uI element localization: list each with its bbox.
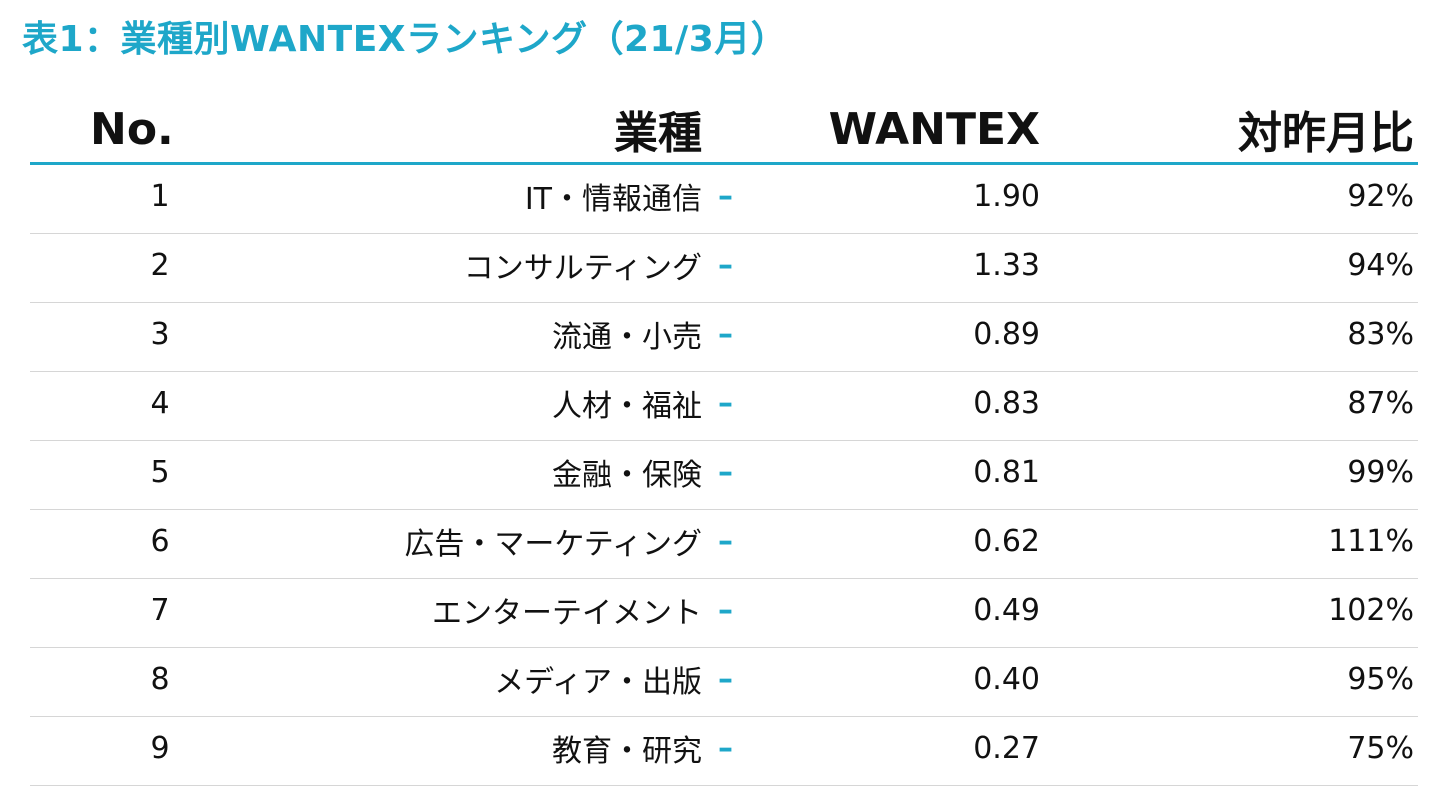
row-wantex: 0.27 — [973, 730, 1040, 766]
row-marker: – — [718, 247, 733, 283]
row-wantex: 0.40 — [973, 661, 1040, 697]
row-mom: 95% — [1347, 661, 1414, 697]
row-mom: 75% — [1347, 730, 1414, 766]
row-marker: – — [718, 454, 733, 490]
table-row: 7 エンターテイメント – 0.49 102% — [30, 579, 1418, 648]
row-industry: コンサルティング — [463, 251, 702, 286]
row-industry: 教育・研究 — [552, 734, 702, 769]
row-industry: 広告・マーケティング — [404, 527, 702, 562]
row-no: 5 — [150, 454, 170, 490]
table-row: 3 流通・小売 – 0.89 83% — [30, 303, 1418, 372]
row-marker: – — [718, 730, 733, 766]
row-marker: – — [718, 385, 733, 421]
header-mom: 対昨月比 — [1238, 108, 1414, 159]
row-mom: 87% — [1347, 385, 1414, 421]
row-wantex: 0.49 — [973, 592, 1040, 628]
row-no: 6 — [150, 523, 170, 559]
row-mom: 102% — [1328, 592, 1414, 628]
row-industry: 金融・保険 — [552, 458, 702, 493]
table-row: 2 コンサルティング – 1.33 94% — [30, 234, 1418, 303]
row-no: 9 — [150, 730, 170, 766]
table-row: 5 金融・保険 – 0.81 99% — [30, 441, 1418, 510]
row-mom: 99% — [1347, 454, 1414, 490]
row-marker: – — [718, 661, 733, 697]
row-mom: 111% — [1328, 523, 1414, 559]
row-no: 2 — [150, 247, 170, 283]
row-industry: 流通・小売 — [552, 320, 702, 355]
row-no: 3 — [150, 316, 170, 352]
table-row: 1 IT・情報通信 – 1.90 92% — [30, 165, 1418, 234]
row-no: 7 — [150, 592, 170, 628]
table-row: 9 教育・研究 – 0.27 75% — [30, 717, 1418, 786]
row-wantex: 0.89 — [973, 316, 1040, 352]
row-mom: 92% — [1347, 178, 1414, 214]
row-marker: – — [718, 523, 733, 559]
row-no: 8 — [150, 661, 170, 697]
table-row: 8 メディア・出版 – 0.40 95% — [30, 648, 1418, 717]
row-no: 4 — [150, 385, 170, 421]
row-no: 1 — [150, 178, 170, 214]
header-industry: 業種 — [614, 108, 702, 159]
row-industry: IT・情報通信 — [524, 182, 702, 217]
row-mom: 94% — [1347, 247, 1414, 283]
row-industry: エンターテイメント — [432, 596, 702, 631]
row-wantex: 0.81 — [973, 454, 1040, 490]
table-header-row: No. 業種 WANTEX 対昨月比 — [30, 92, 1418, 165]
ranking-table: No. 業種 WANTEX 対昨月比 1 IT・情報通信 – 1.90 92% … — [30, 92, 1418, 786]
row-industry: 人材・福祉 — [552, 389, 702, 424]
header-wantex: WANTEX — [828, 103, 1040, 155]
row-industry: メディア・出版 — [494, 665, 702, 700]
table-title: 表1：業種別WANTEXランキング（21/3月） — [22, 19, 788, 60]
table-row: 4 人材・福祉 – 0.83 87% — [30, 372, 1418, 441]
table-row: 6 広告・マーケティング – 0.62 111% — [30, 510, 1418, 579]
row-marker: – — [718, 178, 733, 214]
row-mom: 83% — [1347, 316, 1414, 352]
row-wantex: 1.33 — [973, 247, 1040, 283]
row-wantex: 0.62 — [973, 523, 1040, 559]
header-no: No. — [90, 103, 174, 155]
row-marker: – — [718, 316, 733, 352]
row-marker: – — [718, 592, 733, 628]
row-wantex: 0.83 — [973, 385, 1040, 421]
row-wantex: 1.90 — [973, 178, 1040, 214]
